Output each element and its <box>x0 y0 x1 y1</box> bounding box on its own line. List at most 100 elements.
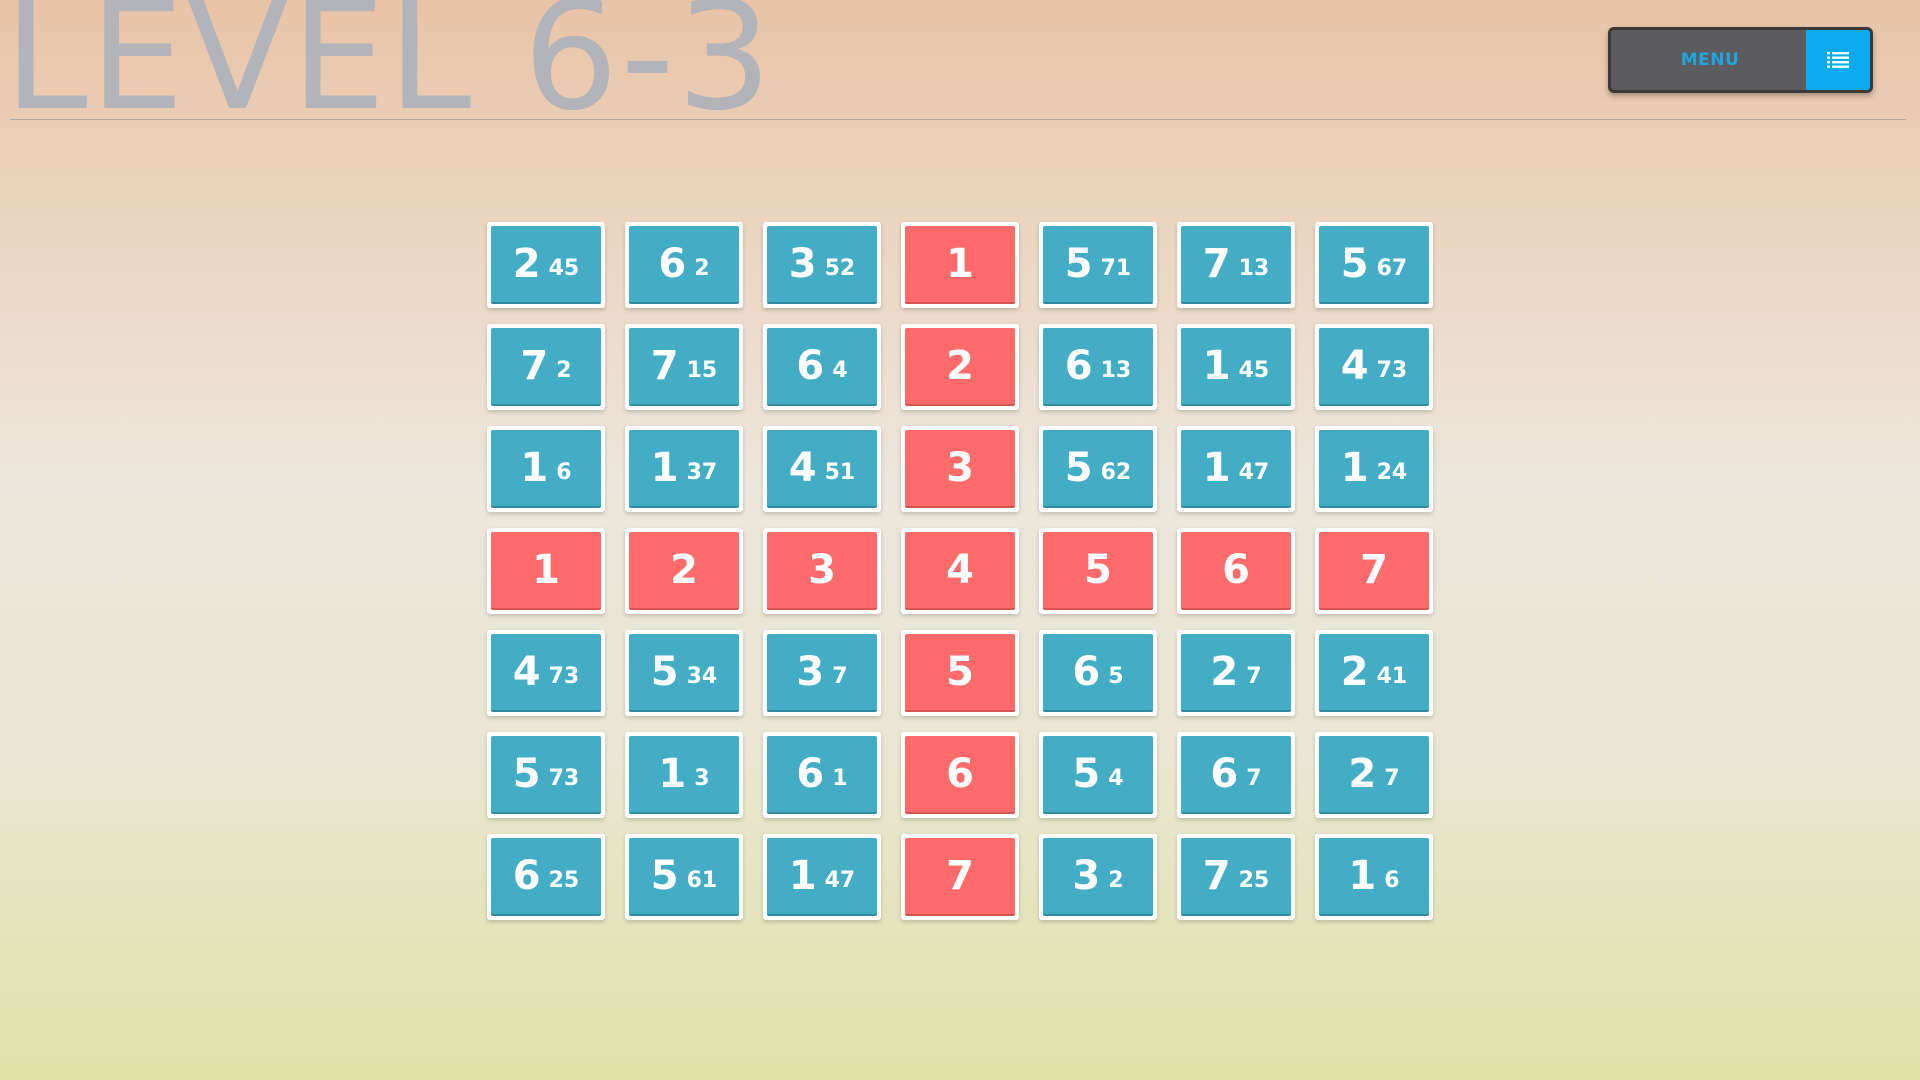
tile-subscript: 45 <box>548 255 580 281</box>
tile[interactable]: 4 51 <box>763 426 881 512</box>
tile-number: 1 <box>532 547 560 593</box>
tile-number: 2 <box>670 547 698 593</box>
tile-subscript: 73 <box>548 765 580 791</box>
blue-tile-face: 5 67 <box>1319 226 1429 304</box>
tile-number: 1 <box>946 241 974 287</box>
tile-subscript: 71 <box>1100 255 1132 281</box>
tile[interactable]: 5 34 <box>625 630 743 716</box>
tile[interactable]: 1 47 <box>1177 426 1295 512</box>
tile-number: 6 <box>512 853 541 899</box>
tile-subscript: 7 <box>1384 765 1400 791</box>
tile[interactable]: 4 73 <box>487 630 605 716</box>
tile-number: 2 <box>1210 649 1239 695</box>
tile[interactable]: 6 <box>1177 528 1295 614</box>
tile[interactable]: 2 41 <box>1315 630 1433 716</box>
tile-subscript: 15 <box>686 357 718 383</box>
tile[interactable]: 6 25 <box>487 834 605 920</box>
tile[interactable]: 7 15 <box>625 324 743 410</box>
tile-number: 1 <box>650 445 679 491</box>
tile[interactable]: 5 <box>1039 528 1157 614</box>
tile-subscript: 1 <box>832 765 848 791</box>
tile[interactable]: 1 <box>487 528 605 614</box>
tile-number: 7 <box>650 343 679 389</box>
tile[interactable]: 4 73 <box>1315 324 1433 410</box>
blue-tile-face: 5 71 <box>1043 226 1153 304</box>
menu-button[interactable]: MENU <box>1608 27 1873 93</box>
tile[interactable]: 7 <box>1315 528 1433 614</box>
red-tile-face: 3 <box>767 532 877 610</box>
tile[interactable]: 6 13 <box>1039 324 1157 410</box>
tile[interactable]: 1 47 <box>763 834 881 920</box>
tile-number: 5 <box>1084 547 1112 593</box>
blue-tile-face: 7 25 <box>1181 838 1291 916</box>
tile[interactable]: 5 <box>901 630 1019 716</box>
tile-number: 4 <box>788 445 817 491</box>
tile-subscript: 7 <box>1246 765 1262 791</box>
tile-subscript: 4 <box>832 357 848 383</box>
tile-number: 3 <box>1072 853 1101 899</box>
tile-subscript: 45 <box>1238 357 1270 383</box>
tile[interactable]: 5 61 <box>625 834 743 920</box>
tile[interactable]: 3 <box>901 426 1019 512</box>
tile-number: 5 <box>1064 241 1093 287</box>
tile-number: 7 <box>520 343 549 389</box>
tile[interactable]: 7 <box>901 834 1019 920</box>
tile-subscript: 3 <box>694 765 710 791</box>
tile[interactable]: 5 67 <box>1315 222 1433 308</box>
blue-tile-face: 4 73 <box>491 634 601 712</box>
tile-number: 5 <box>946 649 974 695</box>
tile[interactable]: 1 24 <box>1315 426 1433 512</box>
tile[interactable]: 1 45 <box>1177 324 1295 410</box>
blue-tile-face: 2 41 <box>1319 634 1429 712</box>
tile-subscript: 52 <box>824 255 856 281</box>
tile[interactable]: 3 52 <box>763 222 881 308</box>
red-tile-face: 2 <box>629 532 739 610</box>
red-tile-face: 4 <box>905 532 1015 610</box>
tile[interactable]: 7 25 <box>1177 834 1295 920</box>
blue-tile-face: 4 73 <box>1319 328 1429 406</box>
tile-number: 2 <box>512 241 541 287</box>
red-tile-face: 6 <box>905 736 1015 814</box>
tile[interactable]: 1 <box>901 222 1019 308</box>
tile[interactable]: 6 <box>901 732 1019 818</box>
tile-subscript: 4 <box>1108 765 1124 791</box>
tile-subscript: 5 <box>1108 663 1124 689</box>
tile[interactable]: 7 13 <box>1177 222 1295 308</box>
tile[interactable]: 2 45 <box>487 222 605 308</box>
tile[interactable]: 5 71 <box>1039 222 1157 308</box>
tile[interactable]: 5 73 <box>487 732 605 818</box>
blue-tile-face: 1 24 <box>1319 430 1429 508</box>
tile-number: 5 <box>1072 751 1101 797</box>
red-tile-face: 6 <box>1181 532 1291 610</box>
tile[interactable]: 2 <box>625 528 743 614</box>
blue-tile-face: 1 47 <box>767 838 877 916</box>
tile-number: 2 <box>1340 649 1369 695</box>
tile-number: 1 <box>520 445 549 491</box>
tile[interactable]: 4 <box>901 528 1019 614</box>
tile[interactable]: 1 37 <box>625 426 743 512</box>
tile-subscript: 34 <box>686 663 718 689</box>
tile-subscript: 62 <box>1100 459 1132 485</box>
tile-number: 3 <box>788 241 817 287</box>
tile[interactable]: 3 <box>763 528 881 614</box>
tile[interactable]: 2 <box>901 324 1019 410</box>
tile-subscript: 41 <box>1376 663 1408 689</box>
tile[interactable]: 5 62 <box>1039 426 1157 512</box>
